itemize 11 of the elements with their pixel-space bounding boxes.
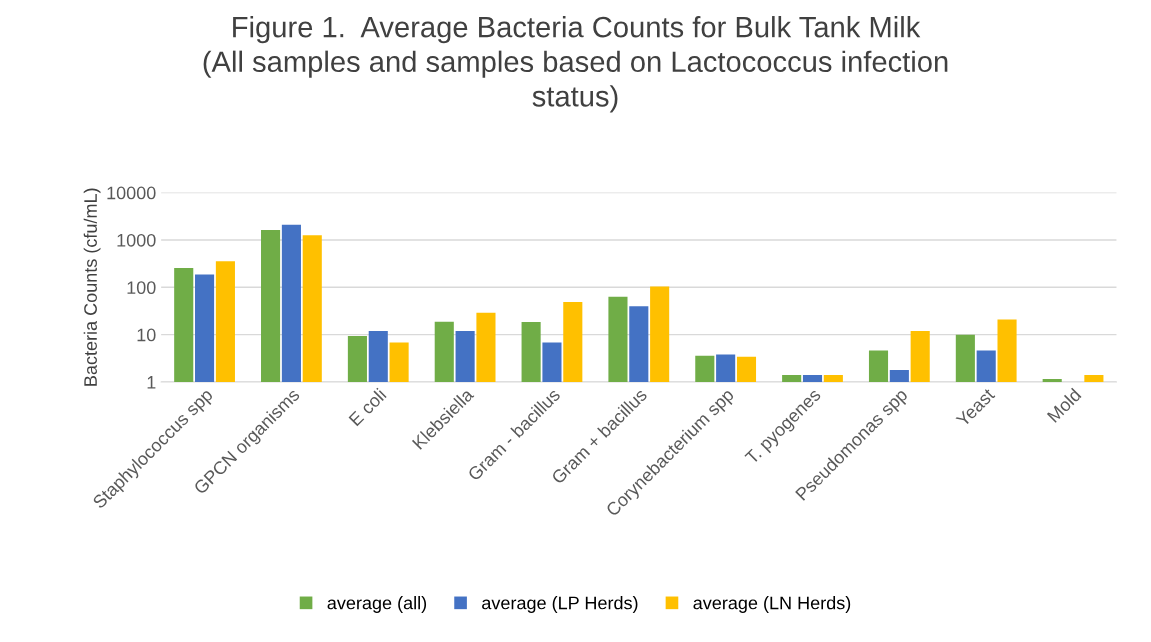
y-axis-title: Bacteria Counts (cfu/mL) (83, 188, 101, 386)
legend-label: average (LP Herds) (482, 596, 638, 613)
y-tick-label: 100 (127, 281, 156, 295)
legend-label: average (LN Herds) (693, 596, 851, 613)
x-tick-label: E coli (348, 387, 387, 427)
legend-label: average (all) (327, 596, 427, 613)
y-tick-label: 10 (137, 328, 156, 342)
y-tick-label: 10000 (107, 186, 156, 200)
y-tick-label: 1 (147, 376, 156, 389)
chart-title: Figure 1. Average Bacteria Counts for Bulk Tank Milk (All samples and samples based on Lactococcus infection status) (203, 16, 948, 113)
y-tick-label: 1000 (117, 233, 156, 247)
